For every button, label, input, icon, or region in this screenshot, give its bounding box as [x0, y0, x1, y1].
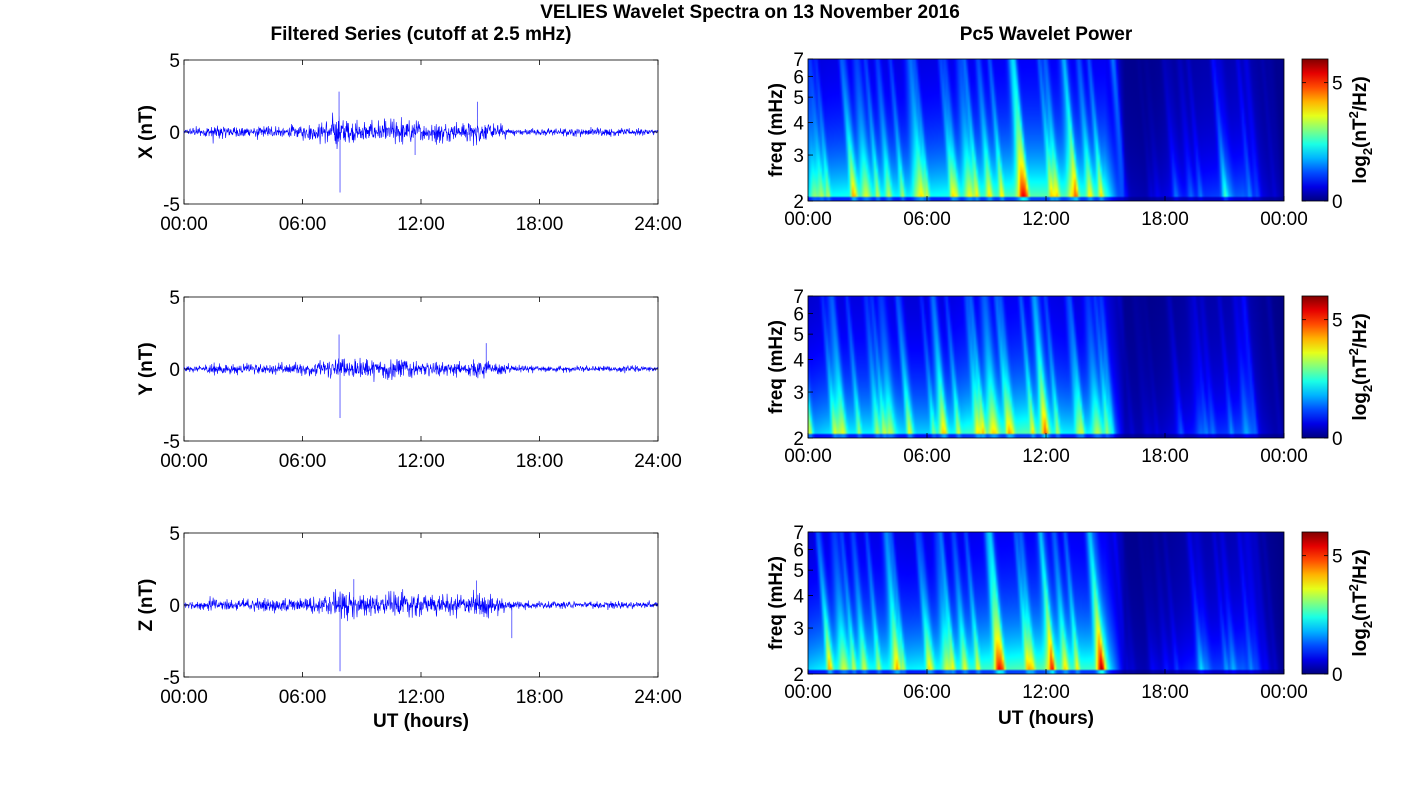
x-tick-label: 06:00: [903, 682, 951, 703]
x-tick-label: 06:00: [279, 687, 327, 708]
y-tick-label: 3: [793, 619, 804, 640]
colorbar-tick-label: 0: [1332, 429, 1343, 450]
colorbar-tick-label: 5: [1332, 547, 1343, 568]
panels: 50-500:00 06:00 12:00 18:00 24:00X (nT)50-50…: [136, 50, 1375, 732]
y-tick-label: 2: [793, 192, 804, 213]
x-tick-label: 00:00: [1260, 209, 1308, 230]
z-series-xlabel: UT (hours): [373, 711, 469, 732]
y-tick-label: 4: [793, 350, 804, 371]
y-tick-label: 6: [793, 304, 804, 325]
y-tick-label: -5: [163, 195, 180, 216]
y-tick-label: 5: [793, 561, 804, 582]
colorbar-tick-label: 0: [1332, 665, 1343, 686]
x-tick-label: 06:00: [279, 451, 327, 472]
y-tick-label: 0: [169, 360, 180, 381]
y-tick-label: 5: [793, 88, 804, 109]
colorbar-tick-label: 5: [1332, 311, 1343, 332]
y-spectrogram-ylabel: freq (mHz): [766, 320, 787, 414]
x-spectrogram-ylabel: freq (mHz): [766, 83, 787, 177]
y-tick-label: 7: [793, 50, 804, 71]
z-series-trace: [183, 579, 659, 672]
x-tick-label: 00:00: [160, 687, 208, 708]
y-tick-label: 3: [793, 383, 804, 404]
y-tick-label: 5: [169, 288, 180, 309]
right-column-title: Pc5 Wavelet Power: [960, 24, 1133, 45]
x-spectrogram-colorbar: [1301, 58, 1329, 202]
x-tick-label: 00:00: [160, 214, 208, 235]
x-tick-label: 12:00: [397, 451, 445, 472]
figure-title: VELIES Wavelet Spectra on 13 November 20…: [540, 2, 960, 23]
y-tick-label: -5: [163, 668, 180, 689]
left-column-title: Filtered Series (cutoff at 2.5 mHz): [271, 24, 572, 45]
y-series-ylabel: Y (nT): [136, 342, 157, 395]
y-tick-label: 5: [793, 325, 804, 346]
x-tick-label: 12:00: [397, 214, 445, 235]
y-series-panel: 5 0 -500:00 06:00 12:00 18:00 24:00 Y (nT): [136, 288, 682, 472]
x-tick-label: 18:00: [516, 214, 564, 235]
y-tick-label: 7: [793, 287, 804, 308]
y-tick-label: 6: [793, 540, 804, 561]
colorbar-tick-label: 5: [1332, 74, 1343, 95]
z-spectrogram-colorbar-label: log2(nT2/Hz): [1346, 549, 1375, 656]
x-spectrogram-colorbar-label: log2(nT2/Hz): [1346, 76, 1375, 183]
y-tick-label: 6: [793, 67, 804, 88]
x-tick-label: 12:00: [1022, 209, 1070, 230]
x-tick-label: 00:00: [1260, 682, 1308, 703]
x-tick-label: 18:00: [1141, 682, 1189, 703]
x-tick-label: 06:00: [903, 209, 951, 230]
z-series-panel: 5 0 -500:00 06:00 12:00 18:00 24:00 Z (nT) UT (h…: [136, 524, 682, 732]
z-series-ylabel: Z (nT): [136, 579, 157, 632]
x-tick-label: 06:00: [903, 446, 951, 467]
x-tick-label: 06:00: [279, 214, 327, 235]
y-series-trace: [183, 334, 659, 418]
z-spectrogram-power-image: [808, 532, 1284, 674]
y-tick-label: 4: [793, 113, 804, 134]
x-tick-label: 12:00: [1022, 682, 1070, 703]
z-spectrogram-colorbar: [1301, 531, 1329, 675]
y-tick-label: 0: [169, 123, 180, 144]
z-spectrogram-xlabel: UT (hours): [998, 708, 1094, 729]
y-tick-label: 0: [169, 596, 180, 617]
y-tick-label: 4: [793, 586, 804, 607]
y-tick-label: 2: [793, 429, 804, 450]
x-tick-label: 12:00: [397, 687, 445, 708]
x-tick-label: 18:00: [516, 451, 564, 472]
y-tick-label: 7: [793, 523, 804, 544]
x-tick-label: 00:00: [784, 682, 832, 703]
x-tick-label: 18:00: [1141, 446, 1189, 467]
y-tick-label: 5: [169, 524, 180, 545]
x-tick-label: 18:00: [1141, 209, 1189, 230]
y-spectrogram-colorbar-label: log2(nT2/Hz): [1346, 313, 1375, 420]
x-tick-label: 00:00: [784, 446, 832, 467]
y-spectrogram-power-image: [808, 296, 1284, 438]
x-series-trace: [183, 91, 659, 193]
y-tick-label: 5: [169, 51, 180, 72]
x-series-ylabel: X (nT): [136, 105, 157, 159]
x-tick-label: 00:00: [160, 451, 208, 472]
x-tick-label: 00:00: [1260, 446, 1308, 467]
y-tick-label: -5: [163, 432, 180, 453]
x-tick-label: 24:00: [634, 451, 682, 472]
x-tick-label: 18:00: [516, 687, 564, 708]
x-series-panel: 5 0 -500:00 06:00 12:00 18:00 24:00 X (nT): [136, 51, 682, 235]
x-tick-label: 24:00: [634, 687, 682, 708]
colorbar-tick-label: 0: [1332, 192, 1343, 213]
x-spectrogram-power-image: [808, 59, 1284, 201]
x-tick-label: 00:00: [784, 209, 832, 230]
z-spectrogram-ylabel: freq (mHz): [766, 556, 787, 650]
y-spectrogram-colorbar: [1301, 295, 1329, 439]
x-tick-label: 24:00: [634, 214, 682, 235]
x-tick-label: 12:00: [1022, 446, 1070, 467]
y-tick-label: 3: [793, 146, 804, 167]
y-tick-label: 2: [793, 665, 804, 686]
